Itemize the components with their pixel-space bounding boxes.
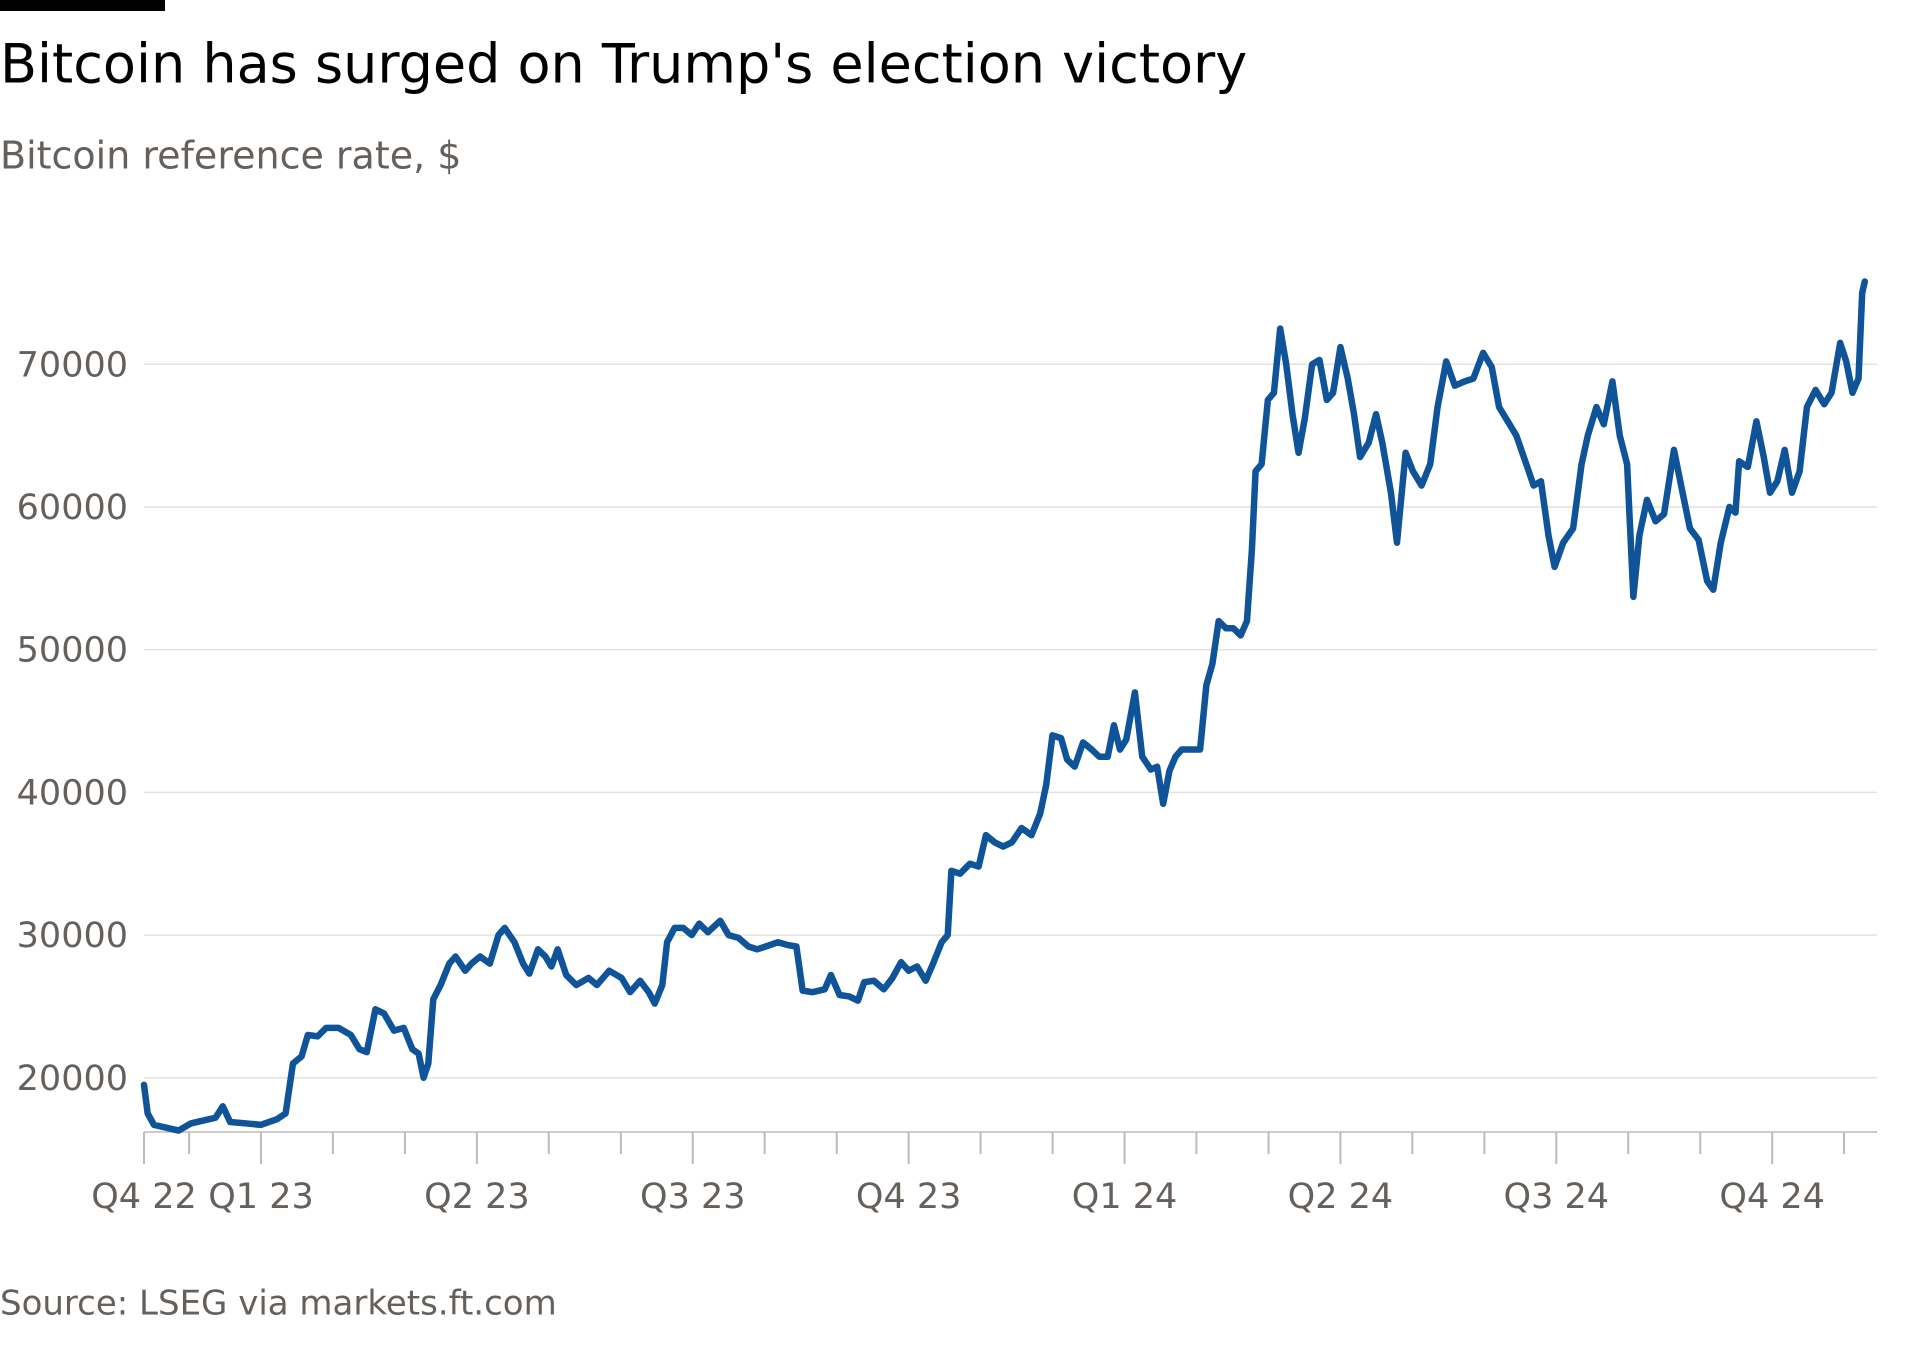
x-tick-label: Q1 23 [208,1177,313,1217]
x-tick-label: Q4 23 [856,1177,961,1217]
x-tick-label: Q3 23 [640,1177,745,1217]
x-tick-label: Q4 24 [1719,1177,1824,1217]
chart-subtitle: Bitcoin reference rate, $ [0,134,461,178]
y-tick-label: 60000 [17,488,128,528]
brand-bar [0,0,165,11]
x-tick-label: Q4 22 [91,1177,196,1217]
y-tick-label: 30000 [17,916,128,956]
price-line [140,278,1869,1134]
y-tick-label: 40000 [17,773,128,813]
chart-title: Bitcoin has surged on Trump's election v… [0,33,1247,96]
y-tick-label: 50000 [17,631,128,671]
y-tick-label: 70000 [17,345,128,385]
y-tick-label: 20000 [17,1059,128,1099]
x-tick-label: Q1 24 [1072,1177,1177,1217]
x-tick-label: Q2 23 [424,1177,529,1217]
x-tick-label: Q3 24 [1504,1177,1609,1217]
x-tick-label: Q2 24 [1288,1177,1393,1217]
source-note: Source: LSEG via markets.ft.com [0,1284,557,1324]
